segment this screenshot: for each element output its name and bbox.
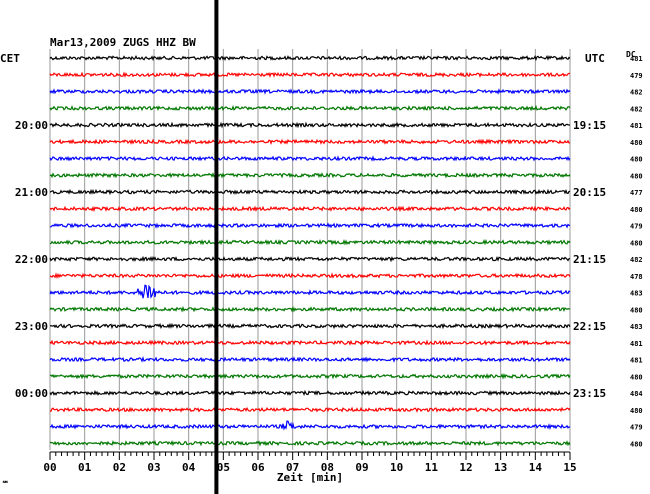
trace-row	[49, 406, 571, 413]
dc-value-label: 480	[630, 407, 643, 415]
trace-row	[49, 71, 571, 79]
dc-value-label: 477	[630, 189, 643, 197]
x-tick-label: 08	[321, 461, 334, 474]
marker-group	[214, 0, 219, 494]
dc-value-label: 482	[630, 256, 643, 264]
dc-value-label: 484	[630, 390, 643, 398]
corner-mark: ℠	[2, 480, 9, 488]
left-time-label: 22:00	[15, 253, 48, 266]
trace-row	[49, 272, 571, 280]
time-marker-line	[214, 0, 219, 494]
x-tick-label: 13	[494, 461, 507, 474]
x-tick-label: 01	[78, 461, 92, 474]
x-tick-label: 06	[251, 461, 265, 474]
dc-value-label: 480	[630, 206, 643, 214]
x-tick-label: 12	[459, 461, 472, 474]
dc-value-label: 480	[630, 156, 643, 164]
x-tick-label: 11	[425, 461, 439, 474]
dc-value-label: 483	[630, 290, 643, 298]
dc-value-label: 481	[630, 357, 643, 365]
dc-value-label: 478	[630, 273, 643, 281]
grid-lines	[49, 49, 571, 450]
trace-row	[49, 322, 571, 330]
trace-row	[49, 339, 571, 346]
dc-value-label: 480	[630, 172, 643, 180]
left-time-label: 20:00	[15, 119, 48, 132]
trace-row	[49, 121, 571, 129]
trace-row	[49, 88, 571, 95]
dc-value-label: 483	[630, 323, 643, 331]
trace-row	[49, 138, 571, 146]
left-timezone-label: CET	[0, 52, 20, 65]
x-axis: 00 01 02 03 04 05 06 07 08 09 10 11 12 13 14 15	[43, 451, 577, 474]
dc-value-label: 480	[630, 440, 643, 448]
right-time-label: 23:15	[573, 387, 606, 400]
trace-row	[49, 305, 571, 313]
x-axis-label: Zeit [min]	[277, 471, 343, 484]
right-time-label: 20:15	[573, 186, 606, 199]
x-tick-label: 00	[43, 461, 56, 474]
right-timezone-label: UTC	[585, 52, 605, 65]
dc-value-label: 479	[630, 223, 643, 231]
trace-row	[49, 372, 571, 380]
dc-value-label: 480	[630, 373, 643, 381]
dc-value-label: 482	[630, 89, 643, 97]
trace-row	[49, 284, 571, 299]
trace-row	[49, 172, 571, 179]
right-time-label: 22:15	[573, 320, 606, 333]
trace-row	[49, 155, 571, 162]
left-time-label: 23:00	[15, 320, 48, 333]
x-tick-label: 07	[286, 461, 299, 474]
trace-row	[50, 222, 571, 229]
x-tick-label: 04	[182, 461, 196, 474]
dc-value-label: 479	[630, 424, 643, 432]
left-time-label: 21:00	[15, 186, 48, 199]
x-tick-label: 10	[390, 461, 403, 474]
right-time-label: 19:15	[573, 119, 606, 132]
chart-title: Mar13,2009 ZUGS HHZ BW	[50, 36, 196, 49]
dc-value-label: 480	[630, 139, 643, 147]
trace-row	[49, 104, 571, 112]
dc-value-label: 481	[630, 55, 643, 63]
left-time-label: 00:00	[15, 387, 48, 400]
trace-row	[49, 238, 571, 246]
trace-row	[49, 440, 571, 447]
trace-row	[49, 389, 571, 397]
right-time-label: 21:15	[573, 253, 606, 266]
dc-value-label: 479	[630, 72, 643, 80]
dc-value-label: 481	[630, 122, 643, 130]
x-tick-label: 14	[529, 461, 543, 474]
dc-header-label: DC	[626, 50, 636, 59]
dc-value-label: 480	[630, 306, 643, 314]
trace-row	[49, 55, 571, 62]
dc-value-label: 482	[630, 105, 643, 113]
x-tick-label: 02	[113, 461, 126, 474]
x-tick-label: 05	[217, 461, 230, 474]
trace-row	[49, 255, 570, 263]
x-tick-label: 03	[147, 461, 160, 474]
trace-row	[49, 420, 571, 431]
dc-value-label: 481	[630, 340, 643, 348]
dc-values: 481 479 482 482 481 480 480 480 477 480 479 480 482 4…	[630, 55, 643, 448]
trace-row	[49, 205, 571, 213]
trace-row	[49, 188, 571, 196]
traces-group	[49, 55, 571, 447]
trace-row	[49, 355, 571, 363]
time-labels: 20:00 21:00 22:00 23:00 00:00 19:15 20:15 21:15…	[15, 119, 606, 400]
x-tick-label: 15	[563, 461, 576, 474]
dc-value-label: 480	[630, 239, 643, 247]
x-tick-label: 09	[355, 461, 368, 474]
